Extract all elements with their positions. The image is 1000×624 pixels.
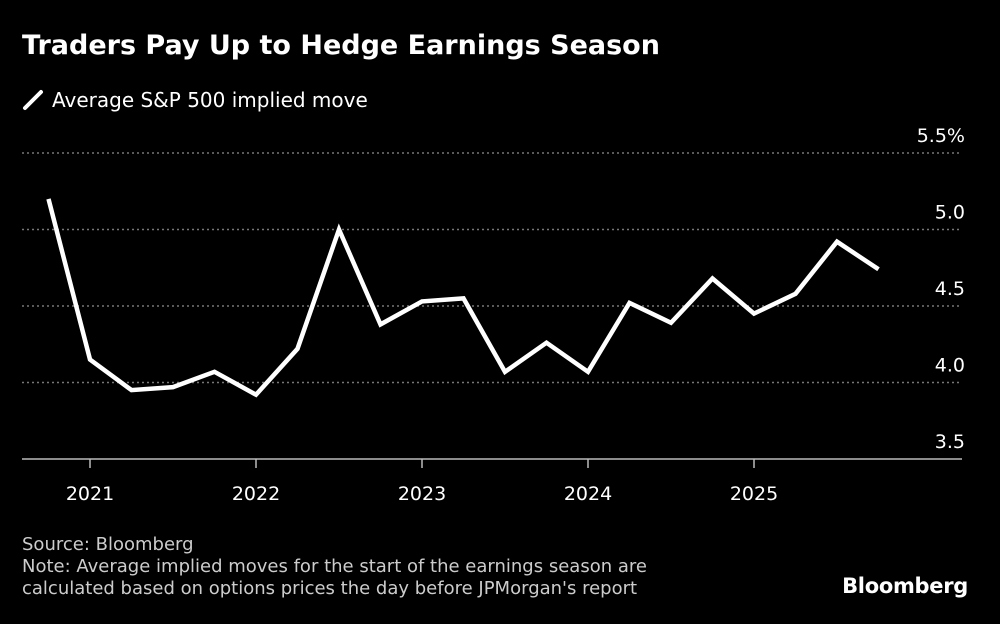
x-tick-label: 2021 bbox=[66, 483, 114, 505]
x-tick-label: 2023 bbox=[398, 483, 446, 505]
series-line bbox=[49, 199, 879, 395]
y-tick-label: 5.0 bbox=[935, 202, 965, 224]
series-layer bbox=[48, 199, 878, 395]
source-text: Source: Bloomberg bbox=[22, 534, 647, 556]
y-tick-label: 4.5 bbox=[935, 278, 965, 300]
x-axis: 2021 2022 2023 2024 2025 bbox=[22, 459, 962, 505]
x-tick-label: 2022 bbox=[232, 483, 280, 505]
y-tick-label: 3.5 bbox=[935, 431, 965, 453]
y-tick-label: 4.0 bbox=[935, 355, 965, 377]
footer: Source: Bloomberg Note: Average implied … bbox=[22, 534, 647, 600]
x-tick-label: 2024 bbox=[564, 483, 612, 505]
y-axis-ticks: 5.5% 5.0 4.5 4.0 3.5 bbox=[917, 125, 965, 453]
x-tick-label: 2025 bbox=[730, 483, 778, 505]
note-line-2: calculated based on options prices the d… bbox=[22, 578, 647, 600]
y-tick-label: 5.5% bbox=[917, 125, 965, 147]
bloomberg-logo: Bloomberg bbox=[842, 574, 968, 598]
note-line-1: Note: Average implied moves for the star… bbox=[22, 556, 647, 578]
line-chart: 5.5% 5.0 4.5 4.0 3.5 2021 2022 2023 2024 2025 bbox=[0, 0, 1000, 624]
